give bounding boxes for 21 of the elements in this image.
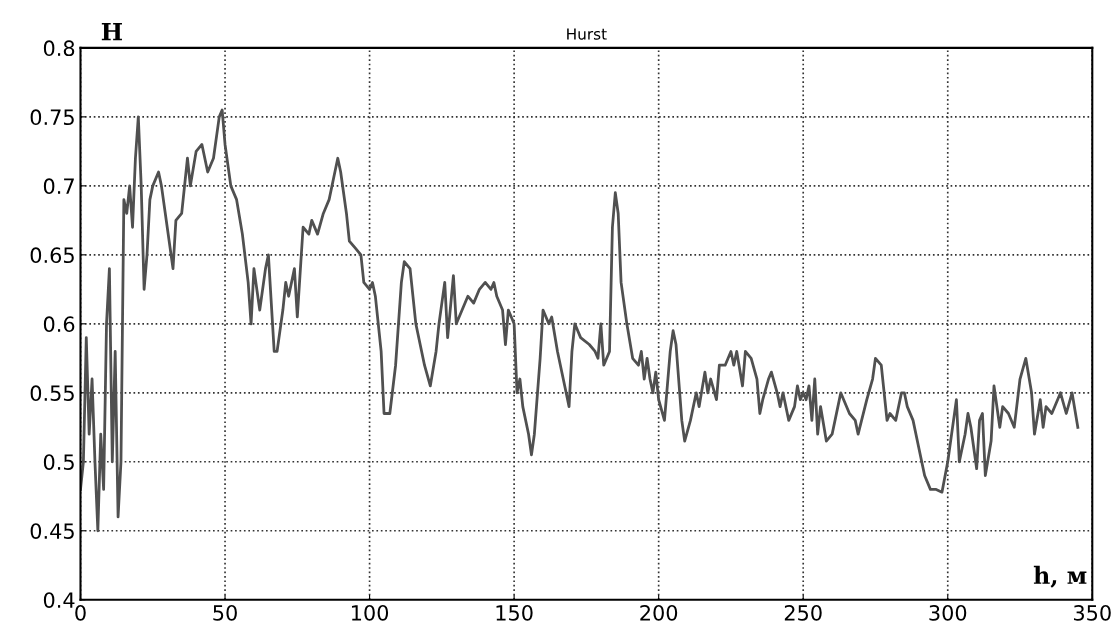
x-tick-label: 200 — [640, 604, 678, 621]
x-tick-label: 150 — [496, 604, 533, 621]
y-tick-label: 0.45 — [30, 523, 74, 539]
x-tick-label: 300 — [929, 604, 967, 621]
y-tick-label: 0.8 — [43, 40, 75, 57]
y-tick-label: 0.4 — [43, 592, 75, 608]
x-axis-title: h, м — [1033, 565, 1087, 588]
y-tick-label: 0.75 — [30, 109, 74, 126]
x-tick-label: 100 — [351, 604, 389, 621]
x-tick-label: 350 — [1073, 604, 1111, 621]
chart-title: Hurst — [567, 28, 607, 40]
y-tick-label: 0.65 — [30, 247, 74, 264]
line-series — [80, 108, 1080, 533]
x-tick-label: 50 — [213, 604, 237, 621]
y-axis-title: H — [101, 23, 122, 41]
y-tick-label: 0.5 — [43, 454, 74, 470]
y-tick-label: 0.6 — [43, 316, 75, 333]
y-tick-label: 0.55 — [30, 385, 74, 402]
y-tick-label: 0.7 — [43, 178, 74, 195]
x-tick-label: 250 — [784, 604, 822, 621]
x-tick-label: 0 — [75, 604, 86, 621]
